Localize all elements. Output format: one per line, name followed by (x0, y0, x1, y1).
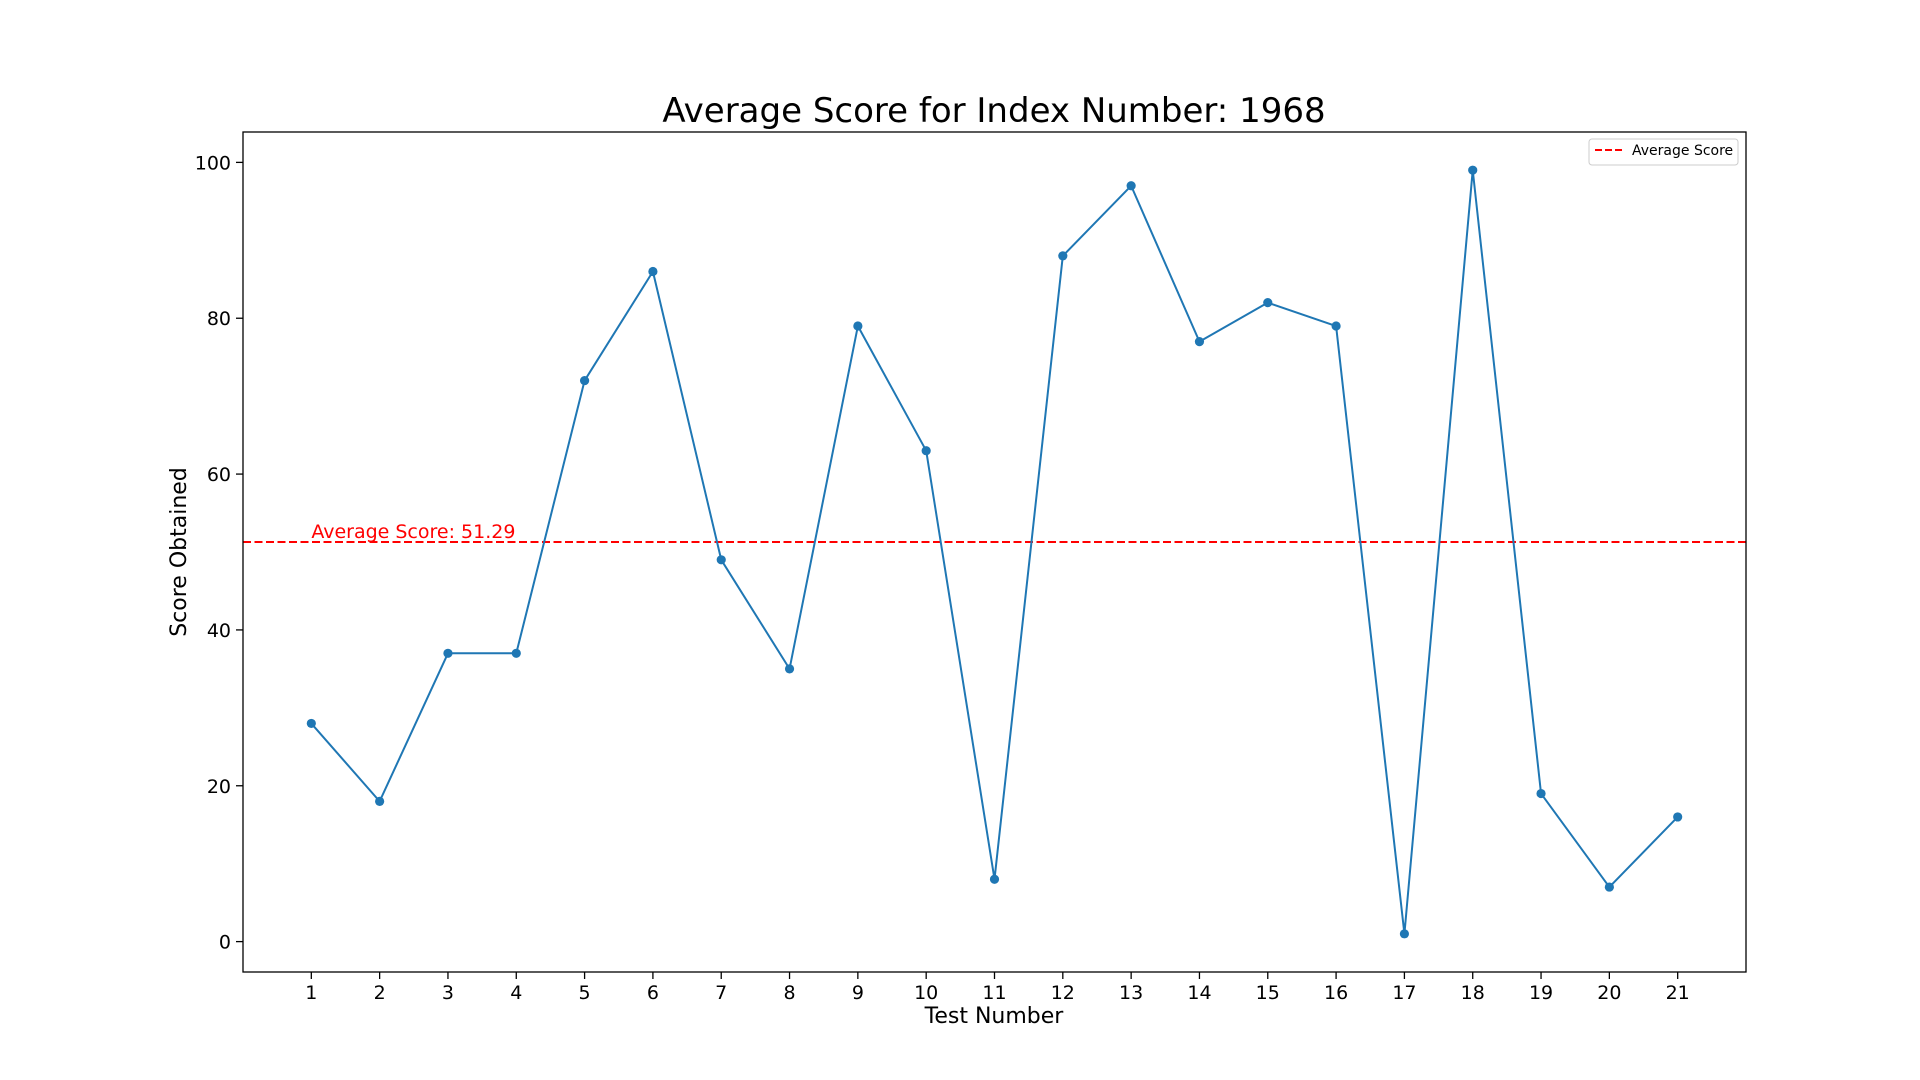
data-point (989, 874, 1000, 884)
x-tick-label: 15 (1256, 982, 1280, 1004)
series-line (310, 169, 1679, 935)
average-score-annotation: Average Score: 51.29 (311, 521, 515, 543)
data-point (784, 664, 795, 674)
data-point (1536, 788, 1546, 799)
data-point (853, 321, 863, 331)
x-tick-label: 20 (1597, 982, 1621, 1004)
data-point (1126, 181, 1136, 191)
data-point (1604, 882, 1614, 892)
data-point (1263, 298, 1273, 308)
data-point (1468, 165, 1478, 175)
x-tick-label: 8 (783, 982, 795, 1004)
x-tick-label: 6 (647, 982, 659, 1004)
x-axis-label: Test Number (924, 1004, 1065, 1029)
data-point (1331, 321, 1341, 331)
x-tick-label: 1 (305, 982, 317, 1004)
data-point (1399, 929, 1410, 939)
plot-frame (242, 131, 1747, 973)
data-point (1673, 812, 1683, 822)
y-tick-label: 60 (207, 464, 231, 486)
x-tick-label: 11 (982, 982, 1006, 1004)
data-point (375, 796, 385, 806)
data-point (1058, 251, 1068, 261)
x-tick-label: 21 (1666, 982, 1690, 1004)
y-tick-label: 0 (219, 932, 231, 954)
x-tick-label: 14 (1187, 982, 1211, 1004)
data-point (716, 555, 726, 565)
x-tick-label: 9 (852, 982, 864, 1004)
y-tick-label: 100 (195, 152, 231, 174)
data-point (648, 266, 658, 277)
x-tick-label: 18 (1461, 982, 1485, 1004)
x-tick-label: 13 (1119, 982, 1143, 1004)
legend-box (1588, 138, 1739, 166)
data-point (443, 648, 453, 658)
x-tick-label: 12 (1051, 982, 1075, 1004)
data-point (511, 648, 521, 658)
x-tick-label: 7 (715, 982, 727, 1004)
data-point (921, 446, 931, 456)
x-tick-label: 17 (1392, 982, 1416, 1004)
x-tick-label: 5 (579, 982, 591, 1004)
y-tick-label: 20 (207, 776, 231, 798)
x-tick-label: 10 (914, 982, 938, 1004)
x-tick-label: 4 (510, 982, 522, 1004)
legend: Average Score (1588, 138, 1739, 166)
y-tick-label: 40 (207, 620, 231, 642)
x-tick-label: 3 (442, 982, 454, 1004)
data-point (1194, 337, 1205, 347)
x-tick-label: 2 (374, 982, 386, 1004)
plot-area: 1 2 3 4 5 6 7 8 9 10 11 12 13 14 15 16 17 18 19 20 210204060… (195, 152, 1746, 1004)
legend-label-average-score: Average Score (1632, 143, 1733, 159)
y-axis-label: Score Obtained (167, 467, 192, 637)
x-tick-label: 16 (1324, 982, 1348, 1004)
data-point (306, 718, 316, 729)
data-point (579, 375, 590, 386)
y-tick-label: 80 (207, 308, 231, 330)
x-tick-label: 19 (1529, 982, 1553, 1004)
chart-title: Average Score for Index Number: 1968 (662, 91, 1325, 131)
